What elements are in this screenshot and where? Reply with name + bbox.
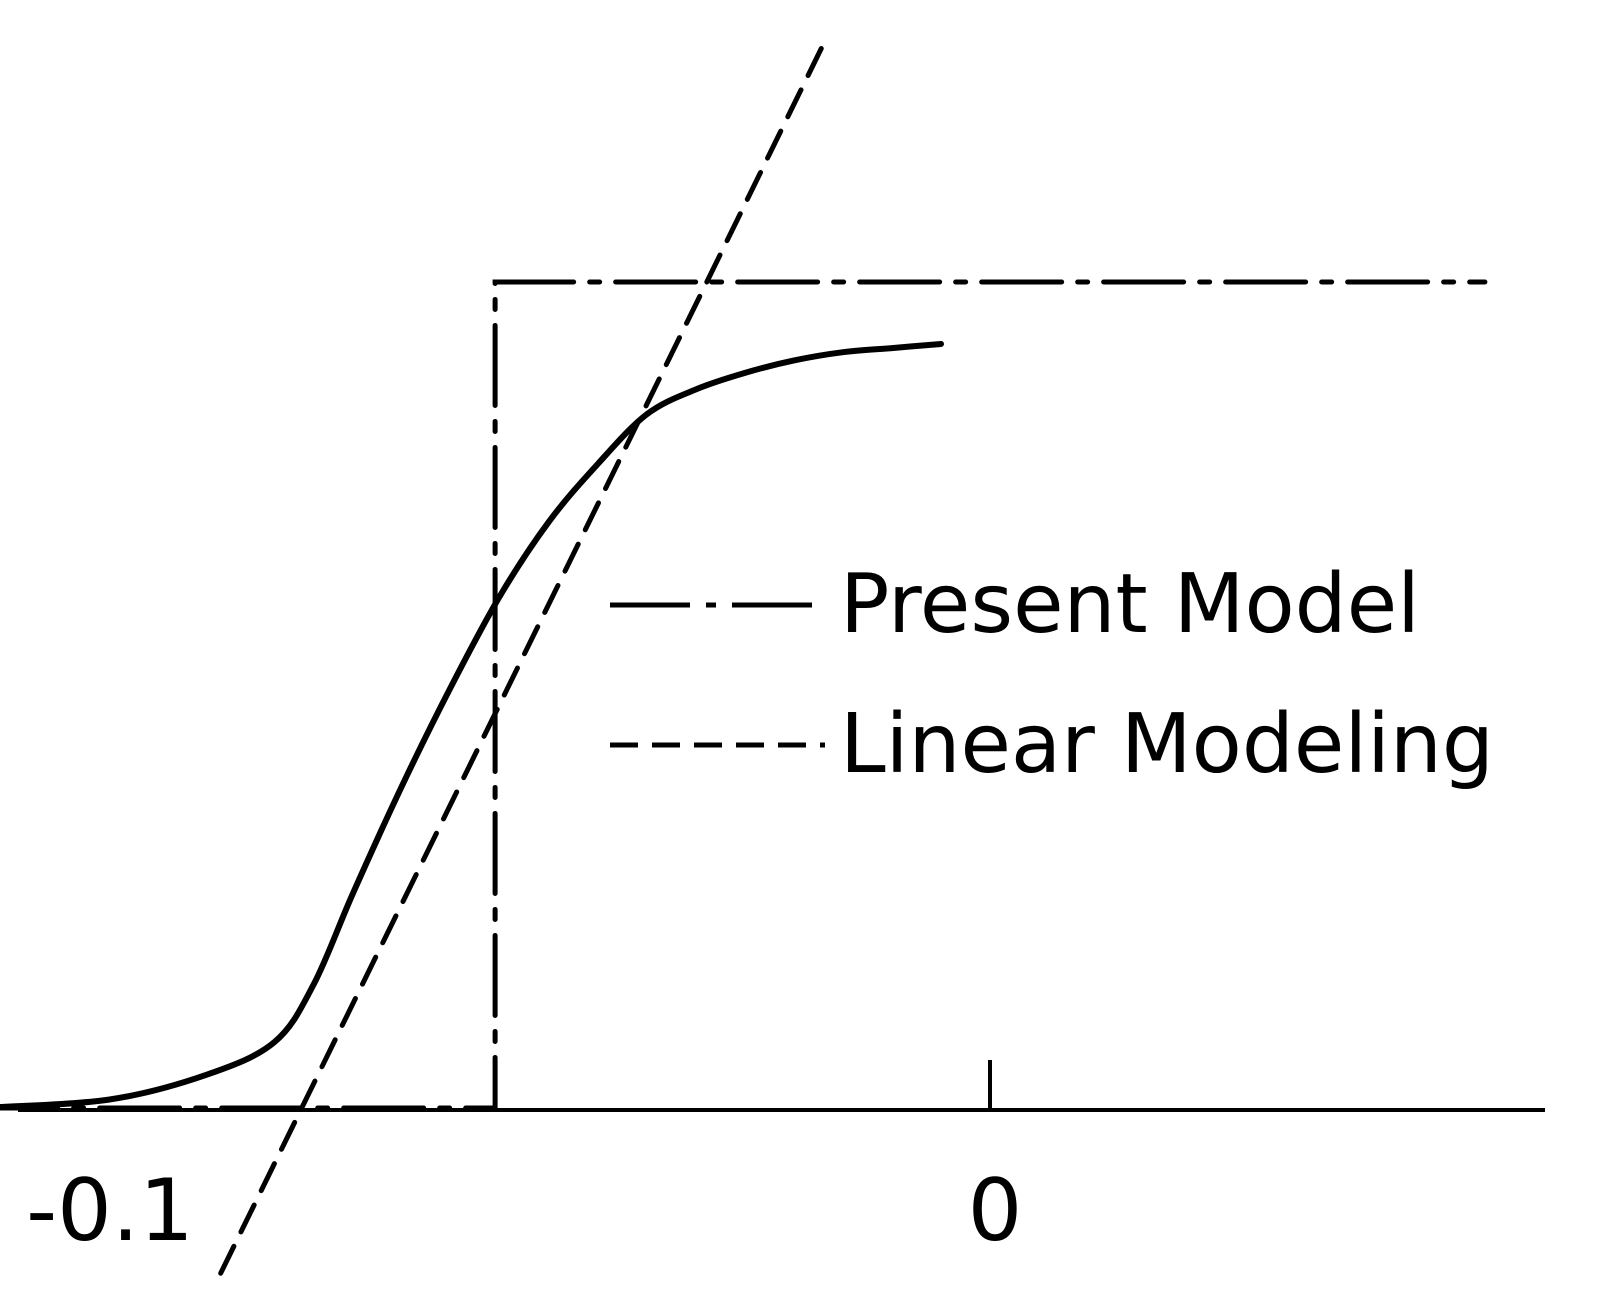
series-line-present-model bbox=[0, 279, 1488, 1111]
x-axis: -0.1 0 bbox=[18, 1060, 1545, 1261]
legend: Present Model Linear Modeling bbox=[610, 557, 1494, 792]
legend-label-linear-modeling: Linear Modeling bbox=[840, 697, 1494, 792]
x-tick-label-1: 0 bbox=[968, 1161, 1023, 1261]
series-line-linear-modeling bbox=[218, 31, 831, 1276]
x-tick-label-0: -0.1 bbox=[26, 1161, 194, 1261]
legend-label-present-model: Present Model bbox=[840, 557, 1420, 652]
series-line-curve-0 bbox=[0, 340, 944, 1110]
series-layer bbox=[0, 31, 1488, 1276]
